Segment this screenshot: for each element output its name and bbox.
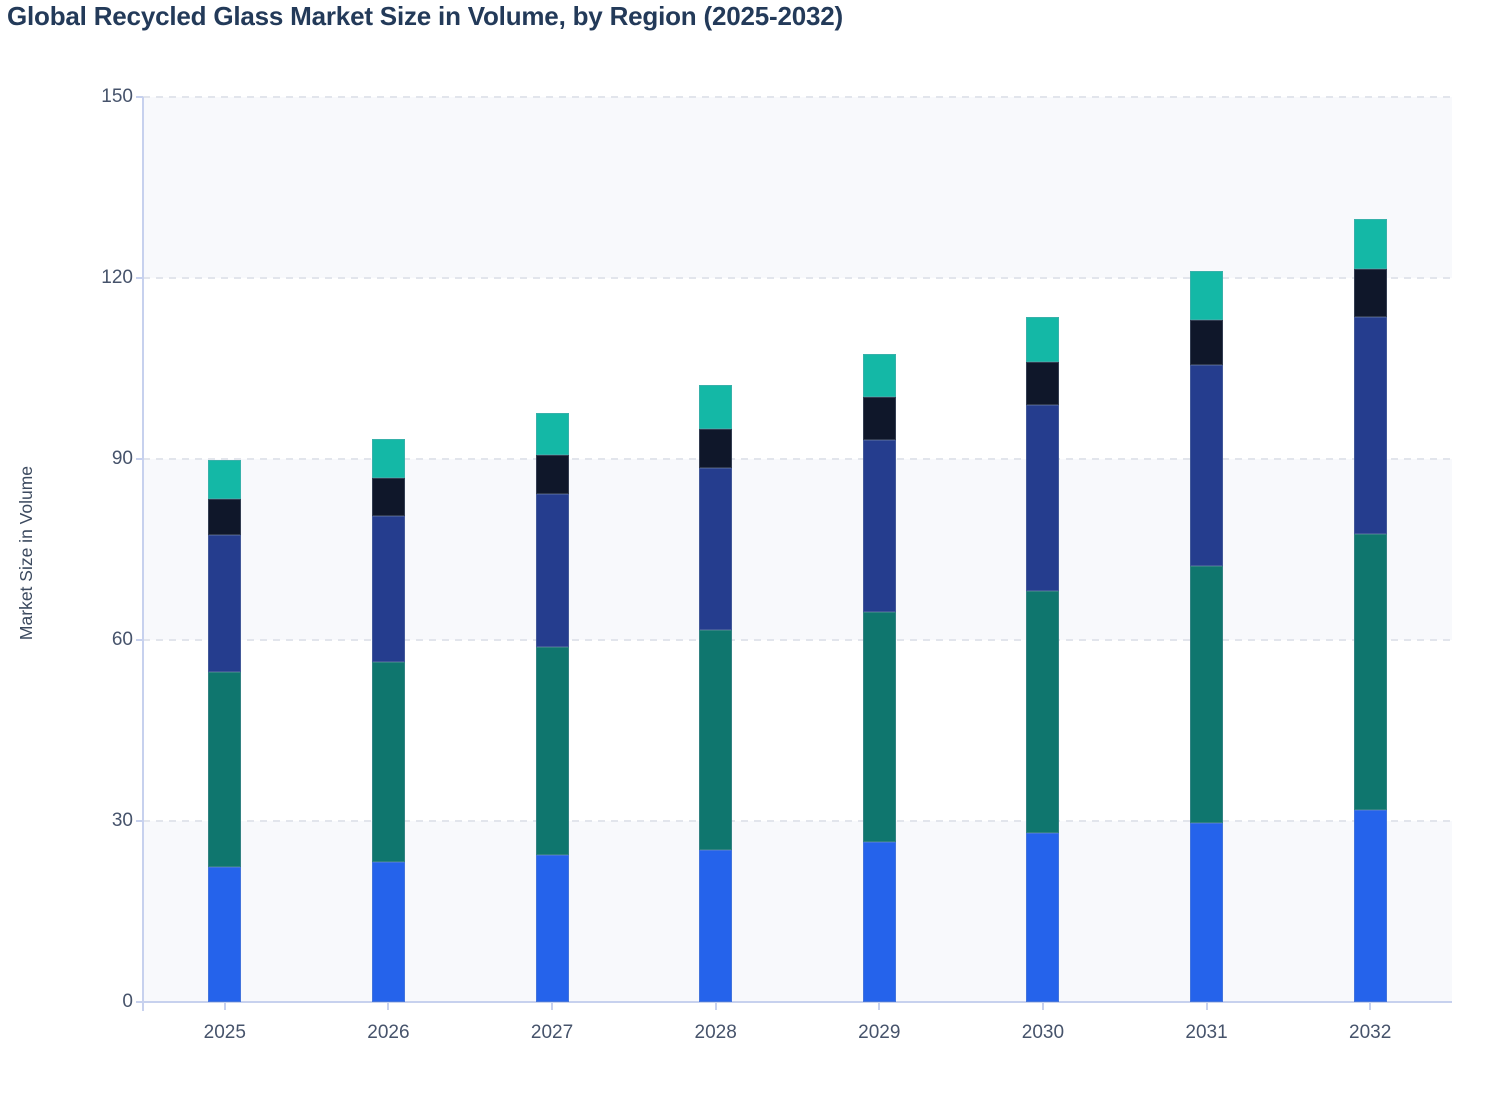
bar-segment-segment-2-dark-green[interactable] <box>862 612 896 842</box>
x-tick-mark <box>387 1002 390 1010</box>
y-tick-mark <box>136 96 143 98</box>
y-tick-mark <box>136 458 143 460</box>
x-tick-mark <box>551 1002 554 1010</box>
bar-2027[interactable] <box>535 413 569 1002</box>
y-tick-mark <box>136 820 143 822</box>
gridline <box>143 277 1452 279</box>
bar-segment-segment-1-bottom-blue[interactable] <box>1353 810 1387 1002</box>
x-tick-label: 2025 <box>203 1022 246 1043</box>
bar-2031[interactable] <box>1190 271 1224 1002</box>
bar-segment-segment-2-dark-green[interactable] <box>1353 534 1387 811</box>
bar-segment-segment-2-dark-green[interactable] <box>1190 565 1224 823</box>
grid-band <box>143 459 1452 640</box>
bar-2030[interactable] <box>1026 316 1060 1002</box>
bar-segment-segment-4-dark-navy[interactable] <box>1190 319 1224 366</box>
x-tick-mark <box>714 1002 717 1010</box>
y-tick-label: 30 <box>111 810 133 831</box>
bar-segment-segment-2-dark-green[interactable] <box>535 647 569 856</box>
bar-segment-segment-1-bottom-blue[interactable] <box>699 849 733 1002</box>
bar-segment-segment-5-teal-top[interactable] <box>699 385 733 429</box>
bar-segment-segment-3-navy[interactable] <box>1353 317 1387 535</box>
bar-segment-segment-3-navy[interactable] <box>1026 405 1060 591</box>
bar-segment-segment-3-navy[interactable] <box>862 440 896 613</box>
bar-segment-segment-4-dark-navy[interactable] <box>699 428 733 469</box>
bar-segment-segment-1-bottom-blue[interactable] <box>1026 833 1060 1002</box>
bar-segment-segment-1-bottom-blue[interactable] <box>862 841 896 1002</box>
bar-segment-segment-5-teal-top[interactable] <box>1353 218 1387 269</box>
x-tick-label: 2029 <box>858 1022 901 1043</box>
bar-segment-segment-4-dark-navy[interactable] <box>208 499 242 536</box>
x-tick-label: 2032 <box>1349 1022 1392 1043</box>
bar-segment-segment-4-dark-navy[interactable] <box>862 397 896 441</box>
x-tick-label: 2030 <box>1021 1022 1065 1043</box>
y-tick-mark <box>136 277 143 279</box>
x-tick-mark <box>1205 1002 1208 1010</box>
bar-segment-segment-5-teal-top[interactable] <box>1026 316 1060 363</box>
y-tick-mark <box>136 1001 143 1003</box>
bar-segment-segment-2-dark-green[interactable] <box>1026 590 1060 834</box>
bar-2028[interactable] <box>699 385 733 1002</box>
x-tick-label: 2031 <box>1185 1022 1228 1043</box>
x-tick-label: 2026 <box>367 1022 410 1043</box>
bar-segment-segment-3-navy[interactable] <box>1190 365 1224 566</box>
y-tick-mark <box>136 639 143 641</box>
bar-segment-segment-1-bottom-blue[interactable] <box>371 862 405 1002</box>
bar-segment-segment-1-bottom-blue[interactable] <box>535 855 569 1002</box>
y-tick-label: 120 <box>101 267 133 288</box>
gridline <box>143 820 1452 822</box>
x-tick-mark <box>1041 1002 1044 1010</box>
y-tick-label: 90 <box>111 448 133 469</box>
gridline <box>143 96 1452 98</box>
bar-segment-segment-5-teal-top[interactable] <box>535 413 569 455</box>
bar-segment-segment-4-dark-navy[interactable] <box>1026 362 1060 406</box>
x-tick-label: 2028 <box>694 1022 737 1043</box>
bar-2026[interactable] <box>371 438 405 1002</box>
bar-segment-segment-2-dark-green[interactable] <box>208 671 242 868</box>
bar-segment-segment-2-dark-green[interactable] <box>371 661 405 863</box>
bar-segment-segment-5-teal-top[interactable] <box>1190 271 1224 320</box>
x-tick-mark <box>223 1002 226 1010</box>
bar-segment-segment-3-navy[interactable] <box>371 515 405 662</box>
bar-segment-segment-3-navy[interactable] <box>699 468 733 630</box>
chart-title: Global Recycled Glass Market Size in Vol… <box>7 1 843 31</box>
bar-2025[interactable] <box>208 460 242 1002</box>
x-axis-line <box>143 1001 1452 1003</box>
bar-segment-segment-1-bottom-blue[interactable] <box>1190 822 1224 1002</box>
bar-segment-segment-4-dark-navy[interactable] <box>535 454 569 494</box>
y-tick-label: 60 <box>111 629 133 650</box>
bar-segment-segment-1-bottom-blue[interactable] <box>208 867 242 1002</box>
grid-band <box>143 821 1452 1002</box>
y-tick-label: 0 <box>122 991 133 1012</box>
x-tick-mark <box>878 1002 881 1010</box>
bar-segment-segment-2-dark-green[interactable] <box>699 629 733 850</box>
bar-segment-segment-3-navy[interactable] <box>208 535 242 672</box>
bar-segment-segment-3-navy[interactable] <box>535 494 569 648</box>
gridline <box>143 639 1452 641</box>
bar-2032[interactable] <box>1353 218 1387 1002</box>
bar-segment-segment-5-teal-top[interactable] <box>208 460 242 500</box>
x-tick-label: 2027 <box>530 1022 574 1043</box>
grid-band <box>143 97 1452 278</box>
bar-segment-segment-4-dark-navy[interactable] <box>1353 268 1387 318</box>
y-tick-label: 150 <box>101 86 133 107</box>
bar-segment-segment-4-dark-navy[interactable] <box>371 478 405 516</box>
bar-segment-segment-5-teal-top[interactable] <box>371 438 405 479</box>
y-axis-line <box>142 97 144 1011</box>
gridline <box>143 458 1452 460</box>
x-tick-mark <box>1369 1002 1372 1010</box>
bar-2029[interactable] <box>862 354 896 1002</box>
bar-segment-segment-5-teal-top[interactable] <box>862 354 896 398</box>
